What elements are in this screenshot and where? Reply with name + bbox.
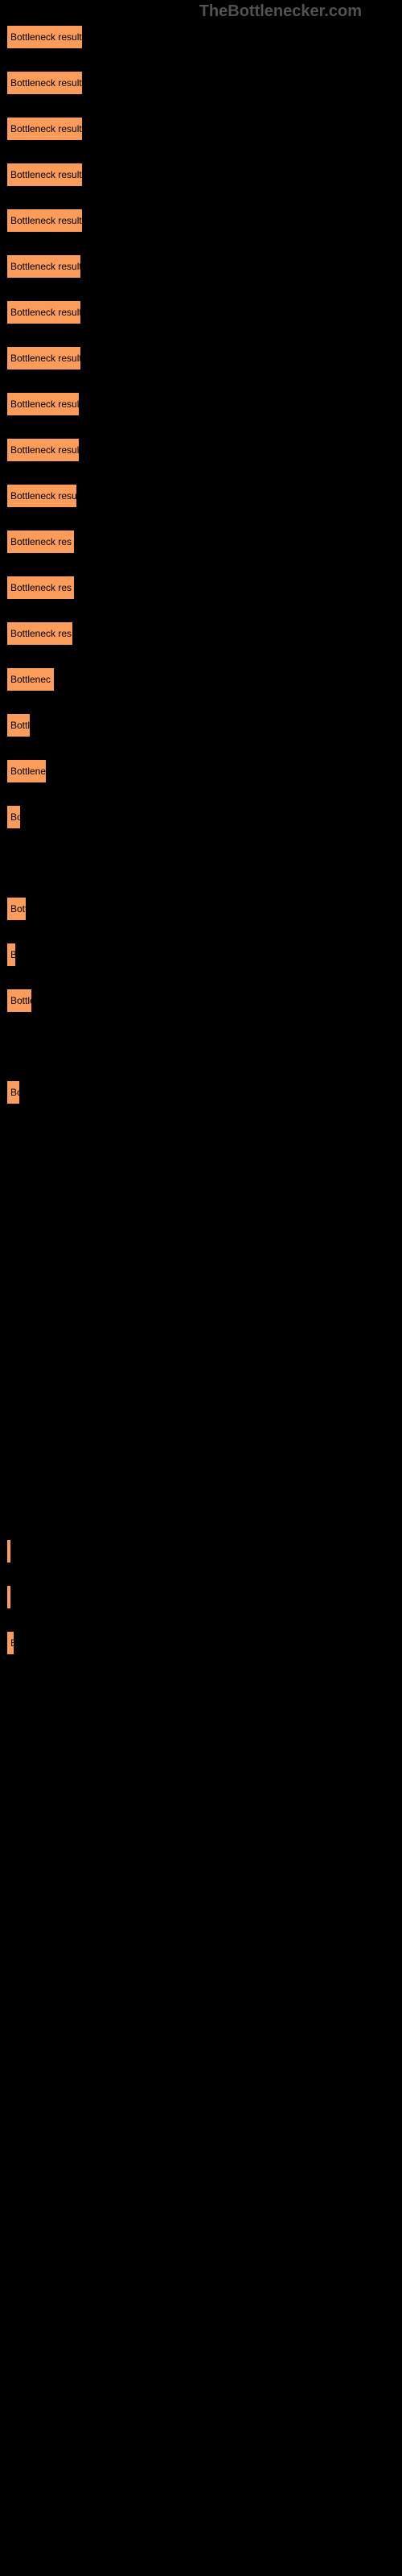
bar-row: Bottle bbox=[6, 988, 402, 1013]
bar-row bbox=[6, 1492, 402, 1518]
chart-bar: Bottleneck res bbox=[6, 576, 75, 600]
chart-bar: Bottleneck res bbox=[6, 530, 75, 554]
bar-label: Bottl bbox=[10, 720, 30, 731]
chart-bar: B bbox=[6, 1631, 14, 1655]
bar-row bbox=[6, 1401, 402, 1426]
bar-row: Bottleneck result bbox=[6, 345, 402, 371]
bar-label: Bottleneck res bbox=[10, 628, 72, 639]
chart-container: Bottleneck result Bottleneck result Bottle… bbox=[0, 0, 402, 1656]
chart-bar: Bottle bbox=[6, 989, 32, 1013]
chart-bar: Bottleneck result bbox=[6, 208, 83, 233]
chart-bar: Bottlenec bbox=[6, 667, 55, 691]
bar-label: Bottleneck result bbox=[10, 169, 82, 180]
bar-row: Bottlenec bbox=[6, 667, 402, 692]
bar-row: B bbox=[6, 1630, 402, 1656]
bar-row bbox=[6, 1125, 402, 1151]
bar-row: Bottleneck result bbox=[6, 162, 402, 188]
chart-bar: Bottleneck result bbox=[6, 438, 80, 462]
chart-bar: Bottleneck result bbox=[6, 25, 83, 49]
bar-row: Bottl bbox=[6, 712, 402, 738]
bar-row: Bott bbox=[6, 896, 402, 922]
chart-bar: Bottleneck result bbox=[6, 71, 83, 95]
bar-row bbox=[6, 1355, 402, 1381]
bar-label: Bottleneck result bbox=[10, 123, 82, 134]
bar-label: Bottleneck result bbox=[10, 398, 80, 410]
bar-row: Bottleneck result bbox=[6, 299, 402, 325]
bar-row bbox=[6, 1309, 402, 1335]
bar-label: Bottleneck result bbox=[10, 261, 81, 272]
bar-row: Bottleneck res bbox=[6, 529, 402, 555]
chart-bar: Bottleneck result bbox=[6, 300, 81, 324]
bar-row: Bottleneck result bbox=[6, 116, 402, 142]
bar-row: Bottleneck res bbox=[6, 575, 402, 601]
bar-row: Bottleneck result bbox=[6, 254, 402, 279]
bar-label: Bottleneck result bbox=[10, 77, 82, 89]
chart-bar: Bottleneck result bbox=[6, 163, 83, 187]
bar-row: Bottleneck result bbox=[6, 437, 402, 463]
bar-row bbox=[6, 1538, 402, 1564]
bar-row: Bottleneck resu bbox=[6, 483, 402, 509]
bar-row: B bbox=[6, 942, 402, 968]
chart-bar: Bo bbox=[6, 805, 21, 829]
chart-bar: Bottleneck result bbox=[6, 117, 83, 141]
chart-bar bbox=[6, 1539, 11, 1563]
bar-label: Bo bbox=[10, 811, 21, 823]
bar-label: B bbox=[10, 949, 16, 960]
bar-row bbox=[6, 1034, 402, 1059]
bar-label: Bottleneck res bbox=[10, 582, 72, 593]
watermark-text: TheBottlenecker.com bbox=[199, 2, 362, 21]
bar-row: Bo bbox=[6, 804, 402, 830]
bar-row: Bottlene bbox=[6, 758, 402, 784]
bar-row: Bo bbox=[6, 1080, 402, 1105]
bar-row: Bottleneck result bbox=[6, 24, 402, 50]
bar-label: B bbox=[10, 1637, 14, 1649]
bar-row bbox=[6, 1447, 402, 1472]
bar-label: Bottlene bbox=[10, 766, 46, 777]
bar-row bbox=[6, 1171, 402, 1197]
chart-bar: Bo bbox=[6, 1080, 20, 1104]
bar-row: Bottleneck res bbox=[6, 621, 402, 646]
bar-label: Bottleneck result bbox=[10, 307, 81, 318]
chart-bar bbox=[6, 1585, 11, 1609]
bar-row bbox=[6, 1217, 402, 1243]
bar-label: Bo bbox=[10, 1087, 20, 1098]
chart-bar: Bottleneck result bbox=[6, 254, 81, 279]
bar-label: Bottleneck res bbox=[10, 536, 72, 547]
chart-bar: Bottleneck result bbox=[6, 392, 80, 416]
bar-label: Bottlenec bbox=[10, 674, 51, 685]
chart-bar: Bottleneck res bbox=[6, 621, 73, 646]
bar-row bbox=[6, 1263, 402, 1289]
bar-label: Bottleneck result bbox=[10, 353, 81, 364]
bar-row: Bottleneck result bbox=[6, 391, 402, 417]
bar-label: Bottleneck resu bbox=[10, 490, 77, 502]
chart-bar: Bott bbox=[6, 897, 27, 921]
bar-row bbox=[6, 1584, 402, 1610]
bar-label: Bottle bbox=[10, 995, 32, 1006]
bar-label: Bottleneck result bbox=[10, 31, 82, 43]
chart-bar: Bottl bbox=[6, 713, 31, 737]
chart-bar: Bottleneck resu bbox=[6, 484, 77, 508]
chart-bar: B bbox=[6, 943, 16, 967]
bar-label: Bott bbox=[10, 903, 27, 914]
chart-bar: Bottlene bbox=[6, 759, 47, 783]
chart-bar: Bottleneck result bbox=[6, 346, 81, 370]
bar-row bbox=[6, 850, 402, 876]
bar-label: Bottleneck result bbox=[10, 444, 80, 456]
bar-row: Bottleneck result bbox=[6, 70, 402, 96]
bar-label: Bottleneck result bbox=[10, 215, 82, 226]
bar-row: Bottleneck result bbox=[6, 208, 402, 233]
